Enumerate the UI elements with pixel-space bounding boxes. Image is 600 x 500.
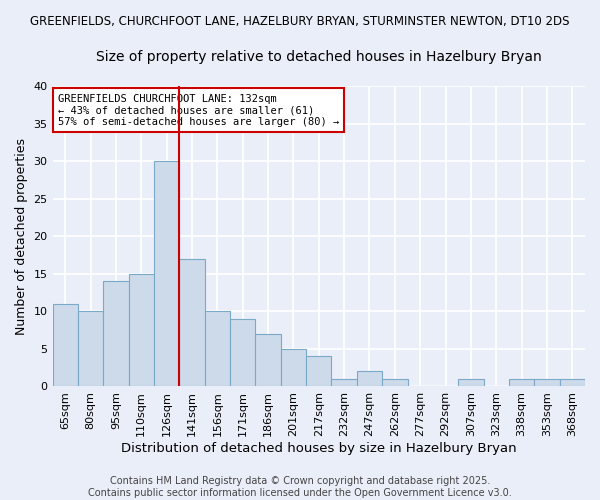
Y-axis label: Number of detached properties: Number of detached properties xyxy=(15,138,28,334)
Bar xyxy=(458,379,484,386)
Bar xyxy=(382,379,407,386)
Bar xyxy=(357,372,382,386)
Bar xyxy=(154,161,179,386)
X-axis label: Distribution of detached houses by size in Hazelbury Bryan: Distribution of detached houses by size … xyxy=(121,442,517,455)
Bar xyxy=(534,379,560,386)
Bar xyxy=(78,312,103,386)
Bar xyxy=(103,282,128,387)
Bar xyxy=(306,356,331,386)
Bar xyxy=(179,259,205,386)
Bar xyxy=(53,304,78,386)
Bar xyxy=(205,312,230,386)
Bar xyxy=(331,379,357,386)
Bar xyxy=(560,379,585,386)
Bar xyxy=(509,379,534,386)
Bar xyxy=(128,274,154,386)
Text: GREENFIELDS CHURCHFOOT LANE: 132sqm
← 43% of detached houses are smaller (61)
57: GREENFIELDS CHURCHFOOT LANE: 132sqm ← 43… xyxy=(58,94,339,126)
Text: Contains HM Land Registry data © Crown copyright and database right 2025.
Contai: Contains HM Land Registry data © Crown c… xyxy=(88,476,512,498)
Bar xyxy=(256,334,281,386)
Bar xyxy=(230,319,256,386)
Title: Size of property relative to detached houses in Hazelbury Bryan: Size of property relative to detached ho… xyxy=(96,50,542,64)
Text: GREENFIELDS, CHURCHFOOT LANE, HAZELBURY BRYAN, STURMINSTER NEWTON, DT10 2DS: GREENFIELDS, CHURCHFOOT LANE, HAZELBURY … xyxy=(30,15,570,28)
Bar xyxy=(281,349,306,387)
